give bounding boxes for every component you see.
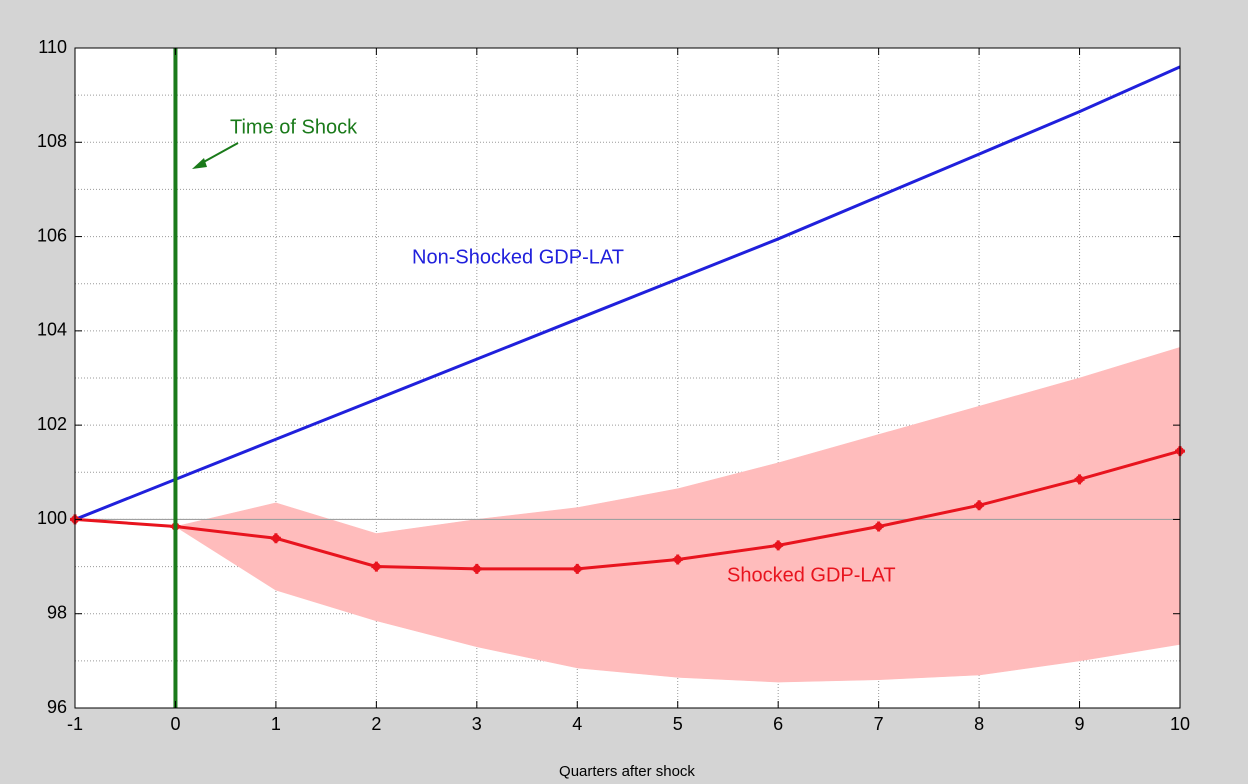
y-tick-label: 98	[47, 602, 67, 622]
x-tick-label: 3	[472, 714, 482, 734]
y-tick-label: 100	[37, 508, 67, 528]
series-label: Shocked GDP-LAT	[727, 564, 896, 586]
y-tick-label: 96	[47, 697, 67, 717]
confidence-band	[777, 434, 879, 683]
x-tick-label: 6	[773, 714, 783, 734]
shock-label: Time of Shock	[230, 116, 358, 138]
confidence-band	[878, 405, 980, 681]
y-tick-label: 110	[38, 37, 67, 57]
confidence-band	[576, 488, 679, 678]
confidence-band	[476, 507, 578, 669]
y-tick-label: 108	[37, 131, 67, 151]
marker-dot	[774, 541, 783, 550]
x-tick-label: 9	[1075, 714, 1085, 734]
marker-dot	[472, 564, 481, 573]
confidence-band	[1079, 346, 1181, 662]
marker-dot	[874, 522, 883, 531]
marker-dot	[1075, 475, 1084, 484]
x-tick-label: 0	[170, 714, 180, 734]
series-line	[74, 65, 1181, 521]
series-label: Non-Shocked GDP-LAT	[412, 246, 624, 268]
x-tick-label: 10	[1170, 714, 1190, 734]
marker-dot	[573, 564, 582, 573]
confidence-band	[978, 377, 1080, 676]
shock-arrow-head	[192, 158, 207, 169]
marker-dot	[975, 501, 984, 510]
y-tick-label: 104	[37, 320, 67, 340]
x-tick-label: 1	[271, 714, 281, 734]
marker-dot	[673, 555, 682, 564]
series-line	[74, 449, 1181, 571]
x-tick-label: 7	[874, 714, 884, 734]
x-tick-label: -1	[67, 714, 83, 734]
marker-dot	[372, 562, 381, 571]
x-tick-label: 4	[572, 714, 582, 734]
y-tick-label: 102	[37, 414, 67, 434]
marker-dot	[271, 534, 280, 543]
x-tick-label: 8	[974, 714, 984, 734]
x-tick-label: 2	[371, 714, 381, 734]
axes-frame	[74, 47, 1181, 709]
x-axis-label: Quarters after shock	[559, 763, 695, 780]
y-tick-label: 106	[37, 225, 67, 245]
shock-arrow	[199, 142, 239, 165]
x-tick-label: 5	[673, 714, 683, 734]
